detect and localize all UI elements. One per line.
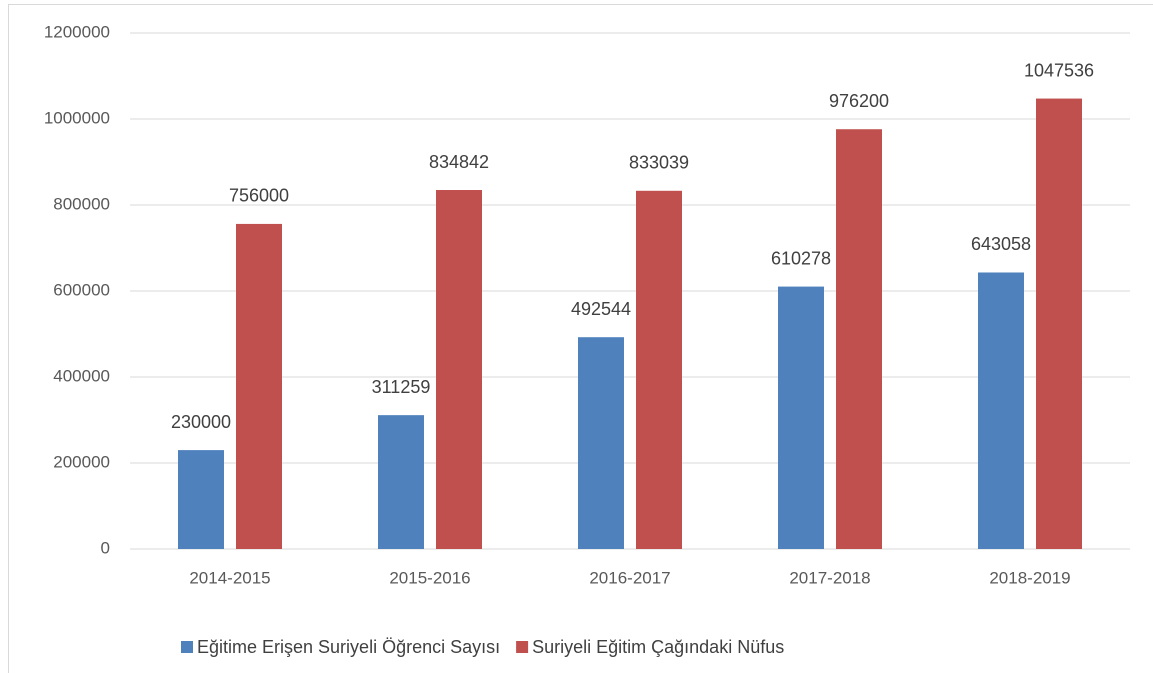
y-tick-label: 800000 — [53, 194, 110, 213]
bar — [578, 337, 624, 549]
y-tick-label: 1200000 — [44, 22, 110, 41]
bar — [236, 223, 282, 550]
legend-label: Eğitime Erişen Suriyeli Öğrenci Sayısı — [197, 637, 500, 657]
data-label: 311259 — [372, 377, 431, 397]
data-label: 1047536 — [1024, 60, 1094, 80]
y-tick-label: 1000000 — [44, 108, 110, 127]
bar — [636, 190, 682, 550]
y-tick-label: 400000 — [53, 366, 110, 385]
bar — [978, 272, 1024, 549]
x-tick-label: 2016-2017 — [589, 568, 670, 587]
x-tick-label: 2017-2018 — [789, 568, 870, 587]
x-tick-label: 2015-2016 — [389, 568, 470, 587]
chart-border — [8, 4, 1153, 673]
data-label: 492544 — [571, 299, 631, 319]
bar — [436, 190, 482, 549]
data-label: 230000 — [171, 412, 231, 432]
legend-swatch — [181, 641, 193, 653]
data-label: 976200 — [829, 91, 889, 111]
y-tick-label: 0 — [101, 538, 110, 557]
data-label: 833039 — [629, 153, 689, 173]
bar — [1036, 98, 1082, 550]
x-tick-label: 2014-2015 — [189, 568, 270, 587]
y-tick-label: 200000 — [53, 452, 110, 471]
bar — [378, 415, 424, 549]
bar — [836, 129, 882, 549]
legend-swatch — [516, 641, 529, 653]
y-tick-label: 600000 — [53, 280, 110, 299]
data-label: 610278 — [771, 248, 831, 268]
data-label: 756000 — [229, 186, 289, 206]
data-label: 643058 — [971, 234, 1031, 254]
legend-label: Suriyeli Eğitim Çağındaki Nüfus — [532, 637, 784, 657]
bar — [778, 286, 824, 549]
data-label: 834842 — [429, 152, 489, 172]
bar — [178, 450, 224, 549]
x-tick-label: 2018-2019 — [989, 568, 1070, 587]
